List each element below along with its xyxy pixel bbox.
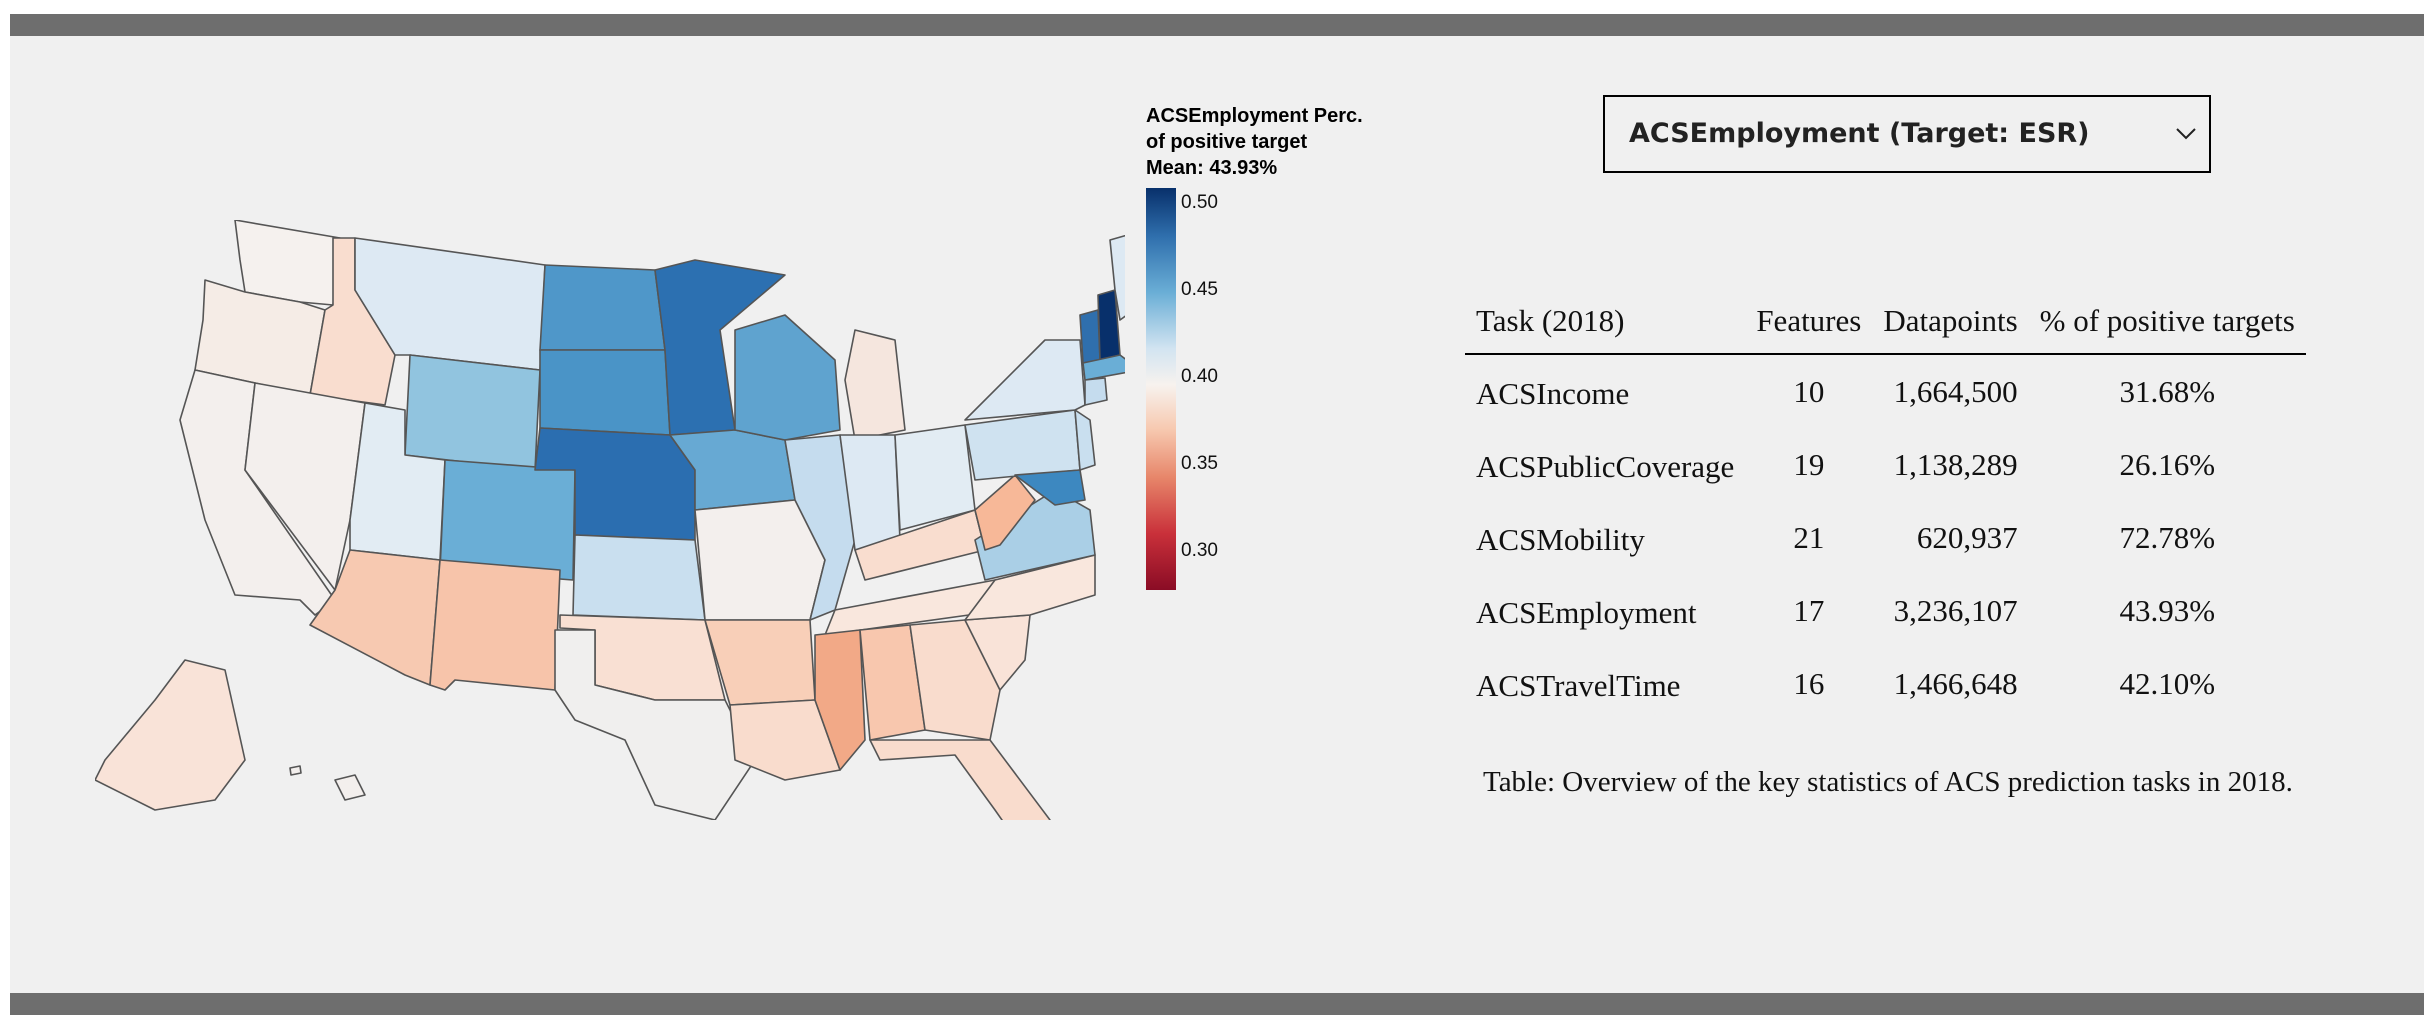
positive-targets-cell: 43.93% [2119, 592, 2216, 628]
datapoints-cell: 1,138,289 [1893, 446, 2018, 482]
state-connecticut[interactable] [1084, 377, 1108, 406]
state-wyoming[interactable] [404, 354, 541, 471]
table-header-row: Task (2018) Features Datapoints % of pos… [1465, 293, 2306, 355]
colorbar-title-line: ACSEmployment Perc. [1146, 105, 1363, 127]
colorbar-tick: 0.45 [1181, 279, 1218, 300]
bottom-border-band [10, 993, 2424, 1015]
colorbar-tick: 0.50 [1181, 192, 1218, 213]
state-mississippi[interactable] [814, 629, 866, 771]
chevron-down-icon[interactable] [2175, 127, 2197, 141]
table-row: ACSPublicCoverage 19 1,138,289 26.16% [1465, 428, 2306, 501]
state-florida[interactable] [869, 739, 1051, 820]
state-texas[interactable] [554, 629, 756, 820]
state-minnesota[interactable] [654, 259, 786, 436]
state-new-york[interactable] [964, 339, 1086, 421]
datapoints-cell: 1,664,500 [1893, 373, 2018, 409]
column-header-positive-targets: % of positive targets [2028, 293, 2306, 355]
task-name-cell: ACSTravelTime [1476, 667, 1681, 703]
features-cell: 21 [1793, 519, 1825, 555]
features-cell: 19 [1793, 446, 1825, 482]
colorbar-title-line: Mean: 43.93% [1146, 157, 1278, 179]
positive-targets-cell: 31.68% [2119, 373, 2216, 409]
datapoints-cell: 620,937 [1916, 519, 2018, 555]
colorbar [1146, 188, 1176, 590]
us-choropleth-map [95, 220, 1125, 820]
state-wisconsin[interactable] [734, 314, 841, 441]
task-select-dropdown[interactable]: ACSEmployment (Target: ESR) [1603, 95, 2211, 173]
task-name-cell: ACSPublicCoverage [1476, 448, 1735, 484]
column-header-task: Task (2018) [1465, 293, 1746, 355]
task-name-cell: ACSIncome [1476, 375, 1630, 411]
top-border-band [10, 14, 2424, 36]
features-cell: 16 [1793, 665, 1825, 701]
state-north-dakota[interactable] [539, 264, 666, 351]
state-hawaii[interactable] [289, 765, 366, 801]
positive-targets-cell: 42.10% [2119, 665, 2216, 701]
table-row: ACSEmployment 17 3,236,107 43.93% [1465, 574, 2306, 647]
state-massachusetts[interactable] [1082, 354, 1125, 381]
state-alaska[interactable] [95, 659, 246, 811]
state-kansas[interactable] [572, 534, 706, 621]
state-south-dakota[interactable] [539, 349, 671, 436]
state-louisiana[interactable] [729, 699, 841, 781]
positive-targets-cell: 72.78% [2119, 519, 2216, 555]
features-cell: 17 [1793, 592, 1825, 628]
state-michigan[interactable] [844, 329, 906, 441]
state-virginia[interactable] [974, 489, 1096, 581]
state-vermont[interactable] [1079, 309, 1101, 364]
table-row: ACSIncome 10 1,664,500 31.68% [1465, 354, 2306, 428]
table-row: ACSTravelTime 16 1,466,648 42.10% [1465, 647, 2306, 720]
positive-targets-cell: 26.16% [2119, 446, 2216, 482]
state-new-mexico[interactable] [429, 559, 561, 691]
datapoints-cell: 1,466,648 [1893, 665, 2018, 701]
task-name-cell: ACSMobility [1476, 521, 1645, 557]
task-statistics-table: Task (2018) Features Datapoints % of pos… [1465, 293, 2306, 720]
state-west-virginia[interactable] [974, 474, 1036, 551]
column-header-datapoints: Datapoints [1872, 293, 2029, 355]
colorbar-title-line: of positive target [1146, 131, 1308, 153]
task-name-cell: ACSEmployment [1476, 594, 1697, 630]
state-nevada[interactable] [244, 382, 366, 591]
state-maine[interactable] [1109, 230, 1125, 321]
state-new-jersey[interactable] [1074, 409, 1096, 471]
state-georgia[interactable] [909, 619, 1001, 741]
datapoints-cell: 3,236,107 [1893, 592, 2018, 628]
state-colorado[interactable] [439, 459, 576, 581]
table-caption: Table: Overview of the key statistics of… [1483, 766, 2293, 798]
colorbar-title: ACSEmployment Perc. of positive target M… [1146, 103, 1363, 181]
state-pennsylvania[interactable] [964, 409, 1081, 481]
colorbar-tick: 0.35 [1181, 453, 1218, 474]
features-cell: 10 [1793, 373, 1825, 409]
table-row: ACSMobility 21 620,937 72.78% [1465, 501, 2306, 574]
task-select-value: ACSEmployment (Target: ESR) [1629, 118, 2090, 149]
state-maryland[interactable] [1014, 469, 1086, 506]
column-header-features: Features [1745, 293, 1873, 355]
colorbar-tick: 0.40 [1181, 366, 1218, 387]
colorbar-tick: 0.30 [1181, 540, 1218, 561]
